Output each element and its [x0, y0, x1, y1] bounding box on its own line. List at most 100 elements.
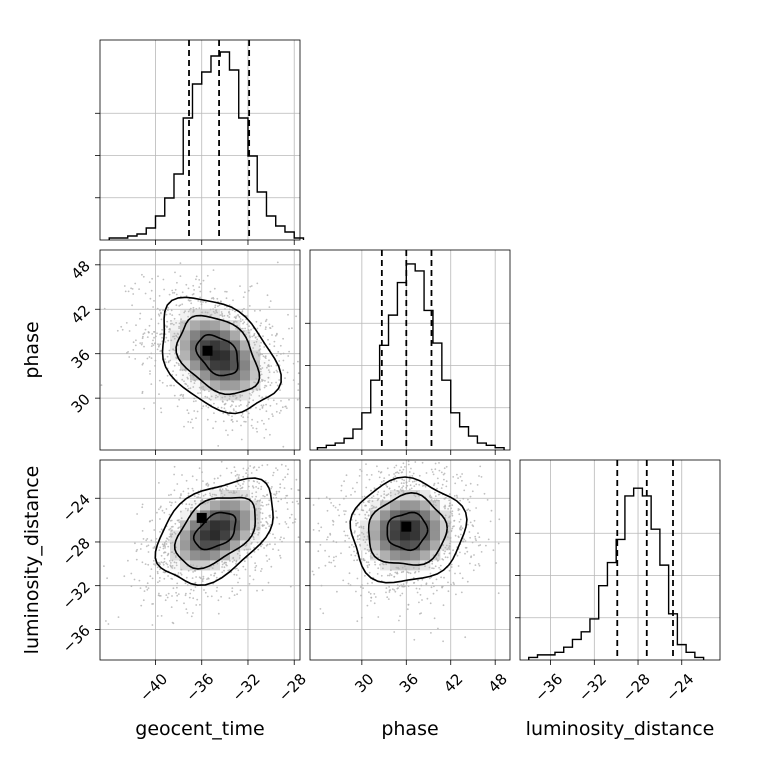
sample-point — [380, 501, 383, 504]
sample-point — [435, 558, 438, 561]
sample-point — [233, 316, 236, 318]
sample-point — [448, 542, 451, 545]
sample-point — [261, 367, 264, 369]
sample-point — [396, 584, 399, 587]
sample-point — [326, 536, 329, 538]
sample-point — [255, 469, 258, 471]
sample-point — [364, 541, 367, 544]
sample-point — [342, 579, 345, 582]
sample-point — [178, 521, 181, 524]
sample-point — [270, 565, 273, 568]
sample-point — [240, 415, 243, 417]
sample-point — [166, 326, 168, 328]
sample-point — [380, 574, 383, 577]
sample-point — [408, 480, 411, 482]
sample-point — [247, 548, 250, 551]
sample-point — [209, 494, 212, 497]
sample-point — [407, 603, 410, 606]
density-cell — [180, 370, 191, 381]
sample-point — [268, 558, 271, 561]
sample-point — [103, 565, 105, 567]
sample-point — [206, 274, 209, 277]
sample-point — [245, 472, 248, 475]
sample-point — [187, 421, 190, 423]
sample-point — [167, 360, 170, 363]
sample-point — [141, 561, 144, 564]
sample-point — [268, 323, 271, 326]
sample-point — [477, 532, 479, 535]
sample-point — [206, 418, 209, 421]
density-cell — [390, 500, 401, 511]
sample-point — [211, 493, 214, 496]
sample-point — [255, 406, 257, 409]
sample-point — [186, 509, 189, 512]
density-cell — [220, 510, 231, 521]
sample-point — [150, 383, 153, 385]
sample-point — [366, 544, 369, 546]
sample-point — [366, 474, 368, 476]
sample-point — [157, 581, 159, 584]
sample-point — [266, 493, 269, 496]
sample-point — [320, 526, 323, 529]
sample-point — [116, 329, 119, 332]
sample-point — [473, 554, 475, 556]
sample-point — [180, 493, 182, 495]
sample-point — [362, 533, 365, 535]
sample-point — [164, 599, 167, 602]
sample-point — [239, 554, 241, 557]
sample-point — [443, 576, 445, 579]
sample-point — [190, 380, 192, 383]
sample-point — [258, 395, 261, 397]
sample-point — [193, 289, 196, 291]
sample-point — [227, 434, 229, 436]
sample-point — [390, 574, 393, 576]
sample-point — [266, 543, 269, 546]
sample-point — [223, 562, 226, 565]
sample-point — [213, 493, 216, 496]
sample-point — [264, 379, 266, 382]
sample-point — [459, 527, 461, 530]
sample-point — [272, 533, 274, 536]
x-tick-label: −40 — [136, 670, 171, 705]
sample-point — [424, 565, 426, 567]
sample-point — [160, 528, 163, 531]
density-cell — [200, 550, 211, 561]
sample-point — [196, 410, 199, 413]
sample-point — [195, 278, 197, 281]
sample-point — [192, 309, 195, 312]
sample-point — [435, 499, 438, 502]
sample-point — [449, 540, 452, 543]
sample-point — [178, 355, 181, 357]
sample-point — [361, 584, 363, 586]
sample-point — [353, 531, 356, 534]
sample-point — [170, 534, 173, 537]
sample-point — [252, 347, 255, 349]
sample-point — [295, 315, 297, 318]
sample-point — [368, 549, 371, 552]
sample-point — [280, 463, 283, 466]
sample-point — [152, 339, 154, 342]
sample-point — [141, 392, 144, 394]
sample-point — [260, 568, 263, 570]
sample-point — [364, 548, 366, 550]
sample-point — [181, 378, 184, 381]
sample-point — [201, 498, 204, 501]
sample-point — [230, 471, 233, 474]
sample-point — [253, 310, 256, 312]
sample-point — [255, 495, 257, 498]
sample-point — [171, 559, 174, 562]
sample-point — [401, 584, 404, 587]
sample-point — [249, 465, 252, 467]
sample-point — [262, 404, 265, 407]
sample-point — [192, 571, 195, 573]
sample-point — [278, 490, 281, 493]
sample-point — [153, 300, 155, 302]
sample-point — [241, 327, 244, 330]
sample-point — [163, 541, 166, 544]
sample-point — [161, 328, 164, 331]
sample-point — [162, 278, 165, 281]
sample-point — [241, 310, 244, 313]
sample-point — [231, 429, 234, 432]
sample-point — [182, 374, 184, 377]
sample-point — [212, 564, 215, 567]
